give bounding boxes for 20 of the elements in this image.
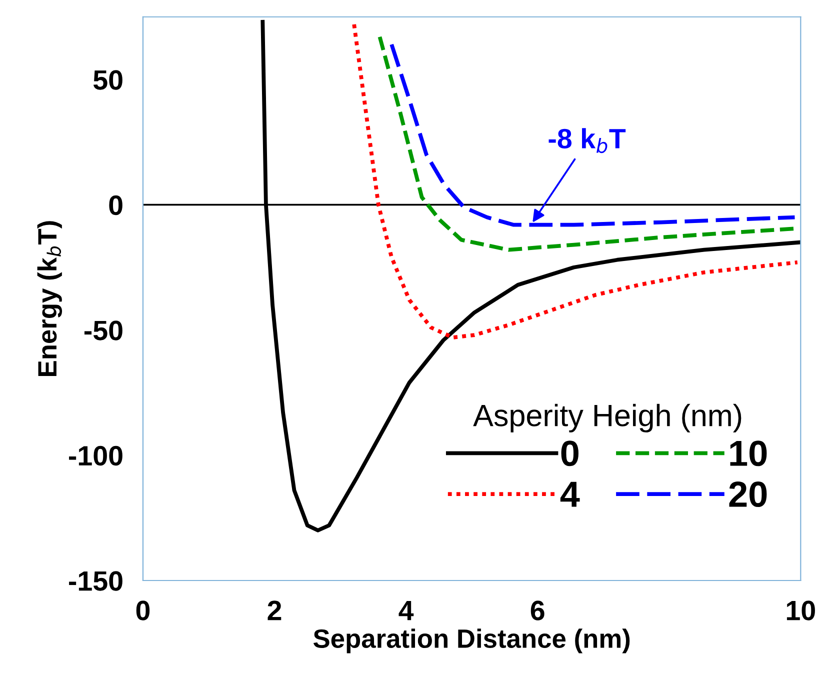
legend-label: 10 bbox=[730, 440, 767, 466]
x-axis-title: Separation Distance (nm) bbox=[313, 628, 630, 654]
legend-label: 4 bbox=[560, 482, 580, 507]
y-axis-title: Energy (k$_{b}$T) bbox=[37, 221, 62, 376]
x-tick-label: 4 bbox=[398, 600, 414, 620]
y-tick-label: 50 bbox=[93, 70, 122, 90]
y-tick-label: -150 bbox=[69, 571, 122, 591]
line-series bbox=[390, 42, 797, 227]
y-tick-label: -100 bbox=[69, 446, 122, 466]
y-tick-label: 0 bbox=[109, 195, 122, 216]
legend-label: 0 bbox=[561, 440, 578, 466]
x-tick-label: 0 bbox=[136, 600, 150, 620]
annotation: -8 k$_{b}$T bbox=[548, 128, 626, 154]
legend-label: 20 bbox=[729, 481, 767, 508]
x-tick-label: 6 bbox=[530, 600, 544, 620]
y-tick-label: -50 bbox=[84, 320, 122, 340]
x-tick-label: 10 bbox=[786, 600, 815, 620]
line-series bbox=[352, 22, 800, 340]
legend-title: Asperity Heigh (nm) bbox=[473, 404, 742, 432]
x-tick-label: 2 bbox=[268, 600, 282, 620]
